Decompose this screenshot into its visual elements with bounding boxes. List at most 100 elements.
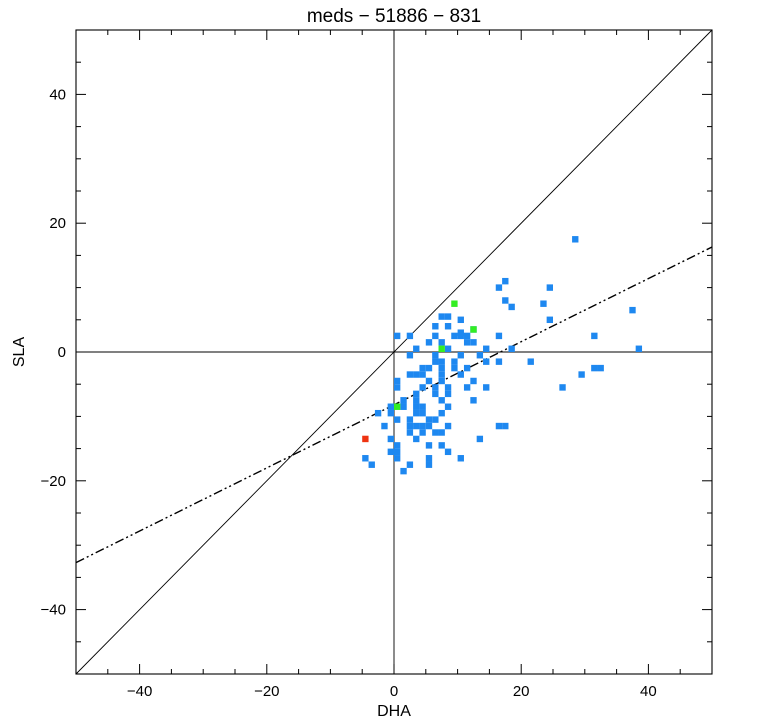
blue-data-point bbox=[413, 390, 420, 398]
data-points bbox=[362, 236, 643, 475]
blue-data-point bbox=[444, 384, 452, 391]
x-tick-label: 20 bbox=[513, 683, 530, 700]
blue-data-point bbox=[591, 332, 598, 340]
blue-data-point bbox=[438, 339, 445, 346]
blue-data-point bbox=[591, 364, 598, 372]
blue-data-point bbox=[444, 390, 452, 398]
red-data-point bbox=[362, 435, 369, 443]
blue-data-point bbox=[413, 422, 420, 430]
blue-data-point bbox=[406, 461, 414, 468]
blue-data-point bbox=[413, 397, 420, 404]
blue-data-point bbox=[463, 332, 471, 340]
blue-data-point bbox=[546, 284, 553, 291]
blue-data-point bbox=[451, 358, 458, 365]
blue-data-point bbox=[578, 371, 585, 378]
blue-data-point bbox=[438, 371, 445, 378]
tick-labels: −40 −20 0 20 40 −40 −20 0 20 40 bbox=[41, 86, 657, 700]
blue-data-point bbox=[457, 371, 464, 378]
blue-data-point bbox=[438, 364, 445, 372]
blue-data-point bbox=[413, 345, 420, 352]
green-data-point bbox=[394, 403, 401, 410]
blue-data-point bbox=[394, 455, 401, 462]
blue-data-point bbox=[425, 422, 433, 430]
blue-data-point bbox=[394, 384, 401, 391]
blue-data-point bbox=[559, 384, 566, 391]
y-axis-label: SLA bbox=[11, 337, 28, 368]
blue-data-point bbox=[546, 316, 553, 324]
blue-data-point bbox=[387, 435, 394, 443]
blue-data-point bbox=[508, 303, 515, 311]
blue-data-point bbox=[425, 461, 433, 468]
blue-data-point bbox=[387, 409, 394, 417]
blue-data-point bbox=[413, 371, 420, 378]
y-tick-label: 20 bbox=[49, 215, 66, 232]
blue-data-point bbox=[425, 377, 433, 385]
blue-data-point bbox=[394, 448, 401, 456]
blue-data-point bbox=[400, 467, 407, 475]
blue-data-point bbox=[425, 455, 433, 462]
blue-data-point bbox=[406, 416, 414, 423]
blue-data-point bbox=[413, 435, 420, 443]
blue-data-point bbox=[444, 448, 452, 456]
blue-data-point bbox=[483, 345, 490, 352]
blue-data-point bbox=[451, 332, 458, 340]
blue-data-point bbox=[438, 313, 445, 320]
y-tick-label: 0 bbox=[58, 344, 66, 361]
blue-data-point bbox=[495, 422, 503, 430]
blue-data-point bbox=[463, 384, 471, 391]
blue-data-point bbox=[476, 435, 484, 443]
blue-data-point bbox=[432, 352, 439, 359]
blue-data-point bbox=[425, 339, 433, 346]
blue-data-point bbox=[374, 409, 382, 417]
blue-data-point bbox=[432, 390, 439, 398]
blue-data-point bbox=[444, 403, 452, 410]
blue-data-point bbox=[444, 323, 452, 330]
blue-data-point bbox=[432, 332, 439, 340]
x-tick-label: 0 bbox=[390, 683, 398, 700]
blue-data-point bbox=[495, 332, 503, 340]
blue-data-point bbox=[438, 442, 445, 449]
green-data-point bbox=[451, 300, 458, 307]
blue-data-point bbox=[387, 403, 394, 410]
blue-data-point bbox=[394, 377, 401, 385]
blue-data-point bbox=[406, 352, 414, 359]
blue-data-point bbox=[432, 416, 439, 423]
blue-data-point bbox=[394, 416, 401, 423]
blue-data-point bbox=[470, 377, 477, 385]
blue-data-point bbox=[362, 455, 369, 462]
blue-data-point bbox=[527, 358, 534, 365]
blue-data-point bbox=[406, 422, 414, 430]
blue-data-point bbox=[444, 313, 452, 320]
blue-data-point bbox=[540, 300, 547, 307]
blue-data-point bbox=[419, 364, 426, 372]
chart-title: meds − 51886 − 831 bbox=[307, 6, 481, 27]
blue-data-point bbox=[425, 364, 433, 372]
blue-data-point bbox=[438, 409, 445, 417]
blue-data-point bbox=[463, 339, 471, 346]
blue-data-point bbox=[413, 409, 420, 417]
blue-data-point bbox=[597, 364, 604, 372]
blue-data-point bbox=[400, 403, 407, 410]
blue-data-point bbox=[572, 236, 579, 243]
blue-data-point bbox=[413, 403, 420, 410]
y-tick-label: −20 bbox=[41, 473, 66, 490]
blue-data-point bbox=[425, 416, 433, 423]
axis-ticks bbox=[75, 29, 713, 675]
blue-data-point bbox=[457, 455, 464, 462]
x-tick-label: −40 bbox=[127, 683, 152, 700]
blue-data-point bbox=[476, 352, 484, 359]
blue-data-point bbox=[502, 297, 509, 304]
blue-data-point bbox=[425, 442, 433, 449]
blue-data-point bbox=[457, 332, 464, 340]
blue-data-point bbox=[508, 345, 515, 352]
blue-data-point bbox=[495, 284, 503, 291]
reference-line bbox=[75, 29, 713, 675]
blue-data-point bbox=[451, 364, 458, 372]
blue-data-point bbox=[470, 339, 477, 346]
blue-data-point bbox=[629, 306, 636, 314]
blue-data-point bbox=[432, 429, 439, 436]
blue-data-point bbox=[495, 358, 503, 365]
blue-data-point bbox=[444, 345, 452, 352]
blue-data-point bbox=[432, 323, 439, 330]
